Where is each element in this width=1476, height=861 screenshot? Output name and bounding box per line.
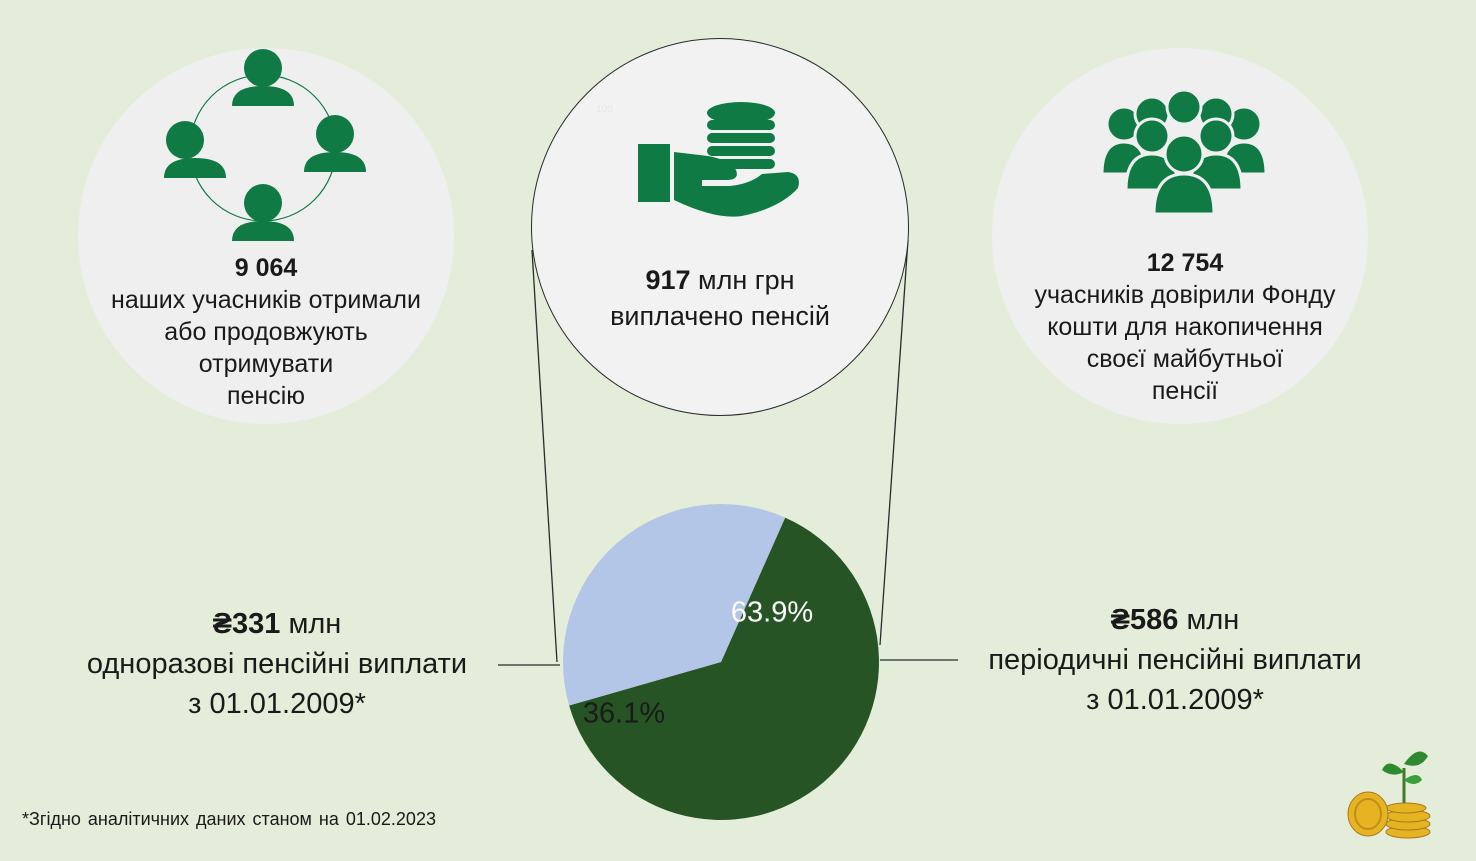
left-slice-date: з 01.01.2009* <box>188 688 366 720</box>
coins-sprout-icon <box>1347 751 1431 839</box>
right-stat-line3: своєї майбутньої <box>1086 345 1284 373</box>
middle-stat-line2: виплачено пенсій <box>610 301 830 331</box>
right-slice-label: ₴586 млн періодичні пенсійні виплати з 0… <box>960 600 1390 720</box>
right-slice-unit: млн <box>1178 604 1240 636</box>
people-circle-icon <box>164 49 366 241</box>
pie-slice-1 <box>569 517 879 820</box>
right-slice-desc: періодичні пенсійні виплати <box>988 644 1362 676</box>
left-slice-desc: одноразові пенсійні виплати <box>86 648 468 680</box>
middle-stat-number: 917 <box>645 265 691 295</box>
left-slice-unit: млн <box>280 608 342 640</box>
left-slice-label: ₴331 млн одноразові пенсійні виплати з 0… <box>60 604 494 724</box>
middle-stat-circle <box>531 38 909 416</box>
pie-slice-2 <box>563 503 786 706</box>
pie-label-1: 63.9% <box>731 597 813 629</box>
right-stat-number: 12 754 <box>1146 249 1224 277</box>
group-crowd-icon <box>1102 90 1266 216</box>
right-stat-line4: пенсії <box>1151 377 1219 405</box>
left-stat-line2: або продовжують <box>164 318 368 346</box>
coins-in-hand-icon <box>638 102 799 217</box>
left-stat-line4: пенсію <box>226 382 306 410</box>
pie-label-2: 36.1% <box>583 698 665 730</box>
middle-stat-text: 917 млн грн виплачено пенсій <box>560 262 880 334</box>
left-slice-amount: ₴331 <box>212 608 281 640</box>
left-stat-line3: отримувати <box>198 350 334 378</box>
right-slice-date: з 01.01.2009* <box>1086 684 1264 716</box>
middle-stat-unit: млн грн <box>690 265 795 295</box>
left-stat-line1: наших учасників отримали <box>111 286 421 314</box>
right-stat-line1: учасників довірили Фонду <box>1034 281 1336 309</box>
right-slice-amount: ₴586 <box>1110 604 1179 636</box>
left-stat-number: 9 064 <box>234 254 298 282</box>
connector-line-right <box>879 239 909 646</box>
footnote: *Згідно аналітичних даних станом на 01.0… <box>22 809 436 829</box>
left-stat-text: 9 064 наших учасників отримали або продо… <box>88 252 444 412</box>
faint-mark: 100 <box>596 104 613 115</box>
connector-line-left <box>531 249 558 663</box>
right-stat-line2: кошти для накопичення <box>1047 313 1323 341</box>
right-stat-text: 12 754 учасників довірили Фонду кошти дл… <box>1002 247 1368 407</box>
